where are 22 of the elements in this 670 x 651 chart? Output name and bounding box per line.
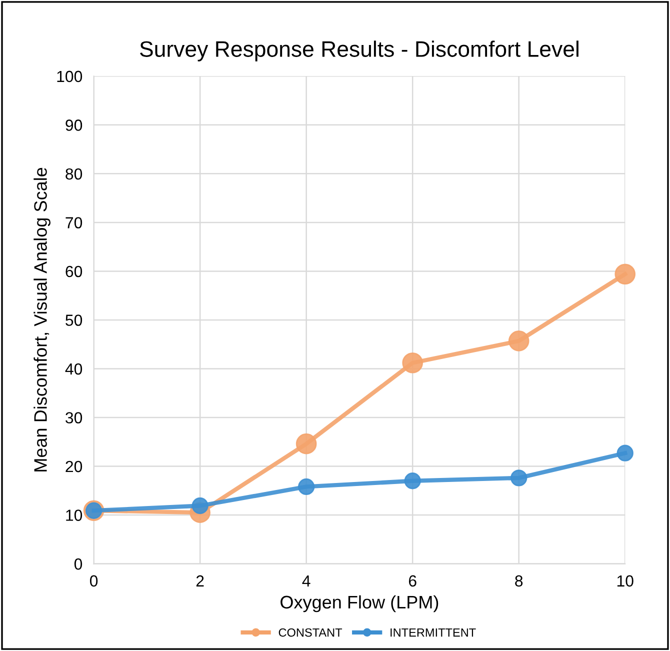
x-tick-label: 8	[515, 575, 523, 587]
y-tick-label: 40	[65, 363, 82, 375]
x-tick-label: 0	[90, 575, 98, 587]
legend-label: INTERMITTENT	[390, 628, 476, 637]
y-tick-label: 0	[74, 558, 82, 570]
y-tick-label: 80	[66, 168, 82, 180]
y-axis-title: Mean Discomfort, Visual Analog Scale	[34, 168, 50, 472]
y-tick-label: 70	[66, 217, 82, 228]
y-tick-label: 20	[66, 460, 82, 472]
x-axis-title: Oxygen Flow (LPM)	[280, 595, 438, 612]
y-tick-label: 50	[66, 314, 82, 326]
x-tick-label: 10	[617, 575, 634, 587]
x-tick-label: 2	[196, 575, 204, 586]
y-tick-label: 30	[66, 412, 82, 424]
y-tick-label: 90	[66, 120, 82, 131]
x-tick-label: 6	[408, 575, 416, 587]
chart-title: Survey Response Results - Discomfort Level	[140, 40, 578, 62]
legend-label: CONSTANT	[278, 628, 342, 637]
y-tick-label: 10	[66, 510, 82, 521]
y-tick-label: 60	[66, 266, 82, 278]
y-tick-label: 100	[57, 70, 82, 82]
x-tick-label: 4	[302, 575, 310, 586]
